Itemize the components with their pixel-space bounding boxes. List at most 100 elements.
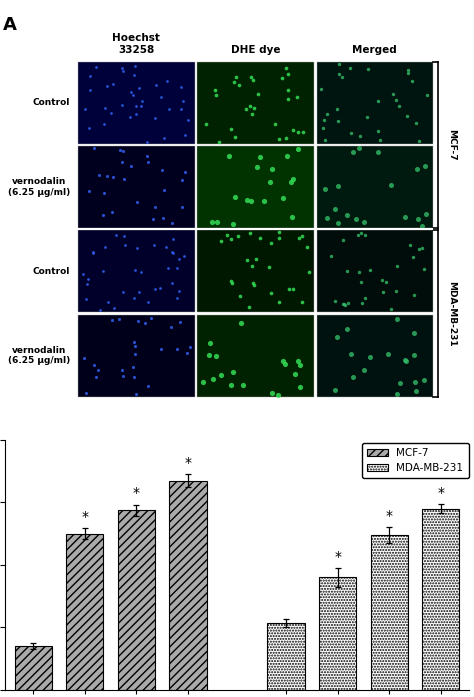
- Point: [396, 378, 404, 389]
- Point: [167, 321, 175, 332]
- Point: [344, 266, 351, 277]
- Point: [247, 195, 255, 206]
- Point: [392, 94, 400, 105]
- Bar: [78, 230, 194, 312]
- Text: *: *: [386, 509, 393, 523]
- Point: [86, 84, 93, 95]
- Point: [182, 129, 189, 140]
- Point: [131, 341, 138, 352]
- Point: [159, 213, 167, 224]
- Point: [392, 285, 400, 296]
- Point: [101, 103, 109, 114]
- Point: [104, 297, 111, 308]
- Point: [256, 152, 264, 163]
- Point: [240, 380, 247, 391]
- Point: [168, 247, 175, 258]
- Point: [213, 216, 221, 227]
- Point: [338, 71, 346, 82]
- Point: [366, 264, 374, 275]
- Point: [101, 241, 109, 252]
- Point: [265, 261, 273, 273]
- Point: [235, 230, 242, 241]
- Point: [134, 316, 142, 327]
- Point: [84, 274, 91, 285]
- Point: [181, 167, 189, 178]
- Point: [199, 376, 207, 388]
- Point: [129, 361, 137, 372]
- Point: [419, 242, 426, 253]
- Point: [166, 104, 173, 115]
- Point: [91, 360, 98, 371]
- Point: [120, 230, 128, 241]
- Point: [275, 227, 283, 238]
- Point: [249, 260, 256, 271]
- Point: [401, 354, 409, 365]
- Legend: MCF-7, MDA-MB-231: MCF-7, MDA-MB-231: [362, 443, 469, 478]
- Point: [169, 247, 176, 259]
- Point: [355, 267, 363, 278]
- Point: [253, 162, 261, 173]
- Point: [228, 123, 235, 135]
- Point: [133, 109, 140, 120]
- Point: [180, 250, 188, 261]
- Point: [340, 298, 348, 309]
- Point: [110, 303, 118, 314]
- Bar: [78, 61, 194, 144]
- Point: [376, 135, 384, 146]
- Point: [289, 125, 297, 136]
- Point: [335, 115, 342, 126]
- Bar: [197, 146, 314, 228]
- Point: [152, 284, 159, 295]
- Point: [319, 122, 327, 133]
- Point: [177, 103, 185, 114]
- Point: [406, 240, 414, 251]
- Text: Merged: Merged: [353, 45, 397, 54]
- Point: [361, 217, 368, 228]
- Point: [268, 163, 275, 174]
- Point: [280, 192, 287, 204]
- Point: [117, 144, 124, 155]
- Point: [347, 348, 355, 360]
- Bar: [118, 510, 155, 690]
- Point: [361, 229, 369, 240]
- Point: [96, 169, 103, 181]
- Point: [130, 293, 137, 304]
- Point: [411, 376, 419, 388]
- Point: [144, 137, 151, 148]
- Point: [137, 101, 145, 112]
- Point: [403, 110, 411, 121]
- Point: [228, 277, 236, 289]
- Point: [294, 143, 302, 154]
- Point: [135, 83, 143, 94]
- Point: [384, 348, 392, 360]
- Bar: [169, 480, 207, 690]
- Point: [245, 301, 253, 312]
- Bar: [319, 578, 356, 690]
- Point: [244, 254, 251, 266]
- Point: [228, 380, 235, 391]
- Point: [323, 213, 330, 224]
- Point: [164, 263, 172, 274]
- Point: [132, 61, 139, 72]
- Point: [323, 108, 331, 119]
- Point: [275, 233, 283, 244]
- Point: [163, 241, 170, 252]
- Point: [233, 72, 240, 83]
- Point: [379, 286, 387, 298]
- Point: [231, 131, 238, 142]
- Point: [143, 150, 151, 161]
- Point: [85, 185, 92, 197]
- Point: [94, 364, 102, 375]
- Point: [212, 350, 219, 361]
- Point: [356, 142, 363, 153]
- Point: [180, 95, 187, 107]
- Point: [226, 151, 233, 162]
- Point: [131, 265, 138, 276]
- Point: [230, 77, 237, 88]
- Point: [357, 227, 365, 238]
- Point: [249, 75, 257, 86]
- Point: [405, 65, 412, 76]
- Point: [79, 269, 87, 280]
- Point: [352, 213, 360, 224]
- Bar: [66, 534, 103, 690]
